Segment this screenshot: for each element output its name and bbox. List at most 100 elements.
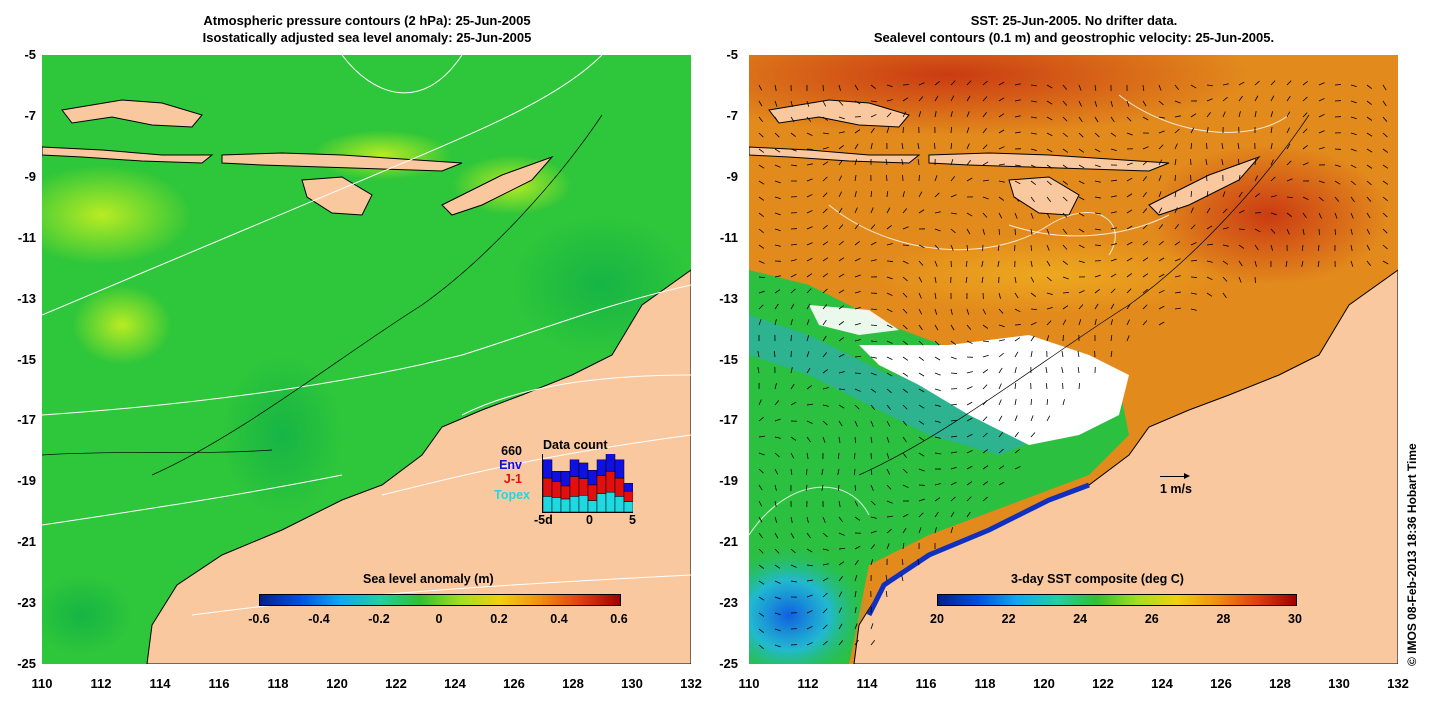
data-count-xtick-max: 5 [629, 513, 636, 527]
velocity-arrow [1094, 116, 1099, 123]
velocity-arrow [854, 575, 858, 582]
velocity-arrow [822, 100, 827, 107]
velocity-arrow [966, 308, 970, 315]
velocity-arrow [1318, 130, 1325, 134]
velocity-arrow [886, 99, 893, 102]
velocity-arrow [902, 276, 908, 282]
velocity-arrow [1142, 100, 1147, 107]
velocity-arrow [806, 335, 810, 342]
velocity-arrow [886, 190, 889, 198]
velocity-arrow [1206, 112, 1211, 118]
velocity-arrow [806, 273, 813, 278]
velocity-arrow [1190, 276, 1198, 278]
velocity-arrow [1030, 351, 1033, 358]
velocity-arrow [806, 163, 813, 166]
legend-env: Env [499, 458, 522, 472]
velocity-arrow [1174, 100, 1181, 104]
sst-colorbar [937, 594, 1297, 606]
sst-colorbar-tick: 30 [1288, 612, 1302, 626]
velocity-arrow [1366, 228, 1371, 235]
velocity-arrow [1222, 227, 1229, 230]
x-tick-right: 110 [738, 676, 760, 691]
x-tick-left: 130 [621, 676, 643, 691]
velocity-arrow [1078, 304, 1084, 310]
velocity-arrow [918, 340, 924, 346]
velocity-arrow [885, 575, 888, 582]
velocity-arrow [886, 468, 890, 475]
velocity-arrow [950, 126, 952, 134]
velocity-arrow [1014, 351, 1019, 358]
velocity-arrow [790, 164, 797, 167]
velocity-arrow [1190, 224, 1196, 230]
velocity-arrow [901, 159, 904, 166]
velocity-arrow [934, 260, 938, 267]
velocity-arrow [774, 148, 781, 153]
x-tick-right: 120 [1033, 676, 1055, 691]
data-count-bar-env [623, 483, 634, 492]
velocity-arrow [998, 146, 1005, 150]
velocity-arrow [886, 500, 893, 504]
sst-colorbar-tick: 24 [1073, 612, 1088, 626]
velocity-arrow [997, 244, 1000, 252]
velocity-arrow [966, 433, 973, 438]
velocity-arrow [838, 353, 845, 358]
velocity-arrow [1158, 116, 1165, 119]
velocity-arrow [885, 159, 888, 166]
velocity-arrow [854, 224, 860, 230]
velocity-arrow [981, 260, 984, 267]
velocity-arrow [965, 276, 968, 283]
velocity-arrow [950, 159, 954, 166]
velocity-arrow [966, 111, 970, 118]
velocity-arrow [1270, 244, 1274, 251]
velocity-arrow [1286, 143, 1291, 150]
velocity-arrow [886, 388, 892, 394]
velocity-arrow [1382, 260, 1389, 265]
velocity-arrow [1078, 164, 1085, 169]
velocity-arrow [854, 129, 861, 134]
x-tick-left: 116 [208, 676, 230, 691]
velocity-arrow [998, 367, 1003, 374]
velocity-arrow [1350, 164, 1357, 169]
velocity-arrow [854, 339, 861, 342]
velocity-arrow [1126, 288, 1132, 294]
velocity-arrow [918, 468, 925, 472]
velocity-arrow [854, 623, 858, 630]
velocity-arrow [1078, 382, 1080, 390]
velocity-arrow [934, 483, 941, 486]
velocity-arrow [758, 260, 765, 264]
velocity-arrow [902, 543, 905, 550]
velocity-arrow [902, 244, 910, 246]
velocity-arrow [774, 580, 781, 584]
sla-colorbar-tick: 0.2 [490, 612, 508, 626]
velocity-arrow [950, 176, 956, 182]
velocity-arrow [1318, 196, 1324, 202]
velocity-arrow [1317, 244, 1320, 252]
velocity-arrow [934, 244, 940, 250]
velocity-arrow [758, 212, 764, 218]
velocity-arrow [774, 644, 781, 648]
velocity-arrow [758, 435, 765, 438]
velocity-arrow [1270, 176, 1276, 182]
velocity-arrow [1206, 191, 1209, 198]
velocity-arrow [1158, 84, 1162, 91]
velocity-arrow [1014, 292, 1019, 299]
velocity-arrow [966, 417, 973, 422]
velocity-arrow [1126, 193, 1133, 198]
velocity-arrow [1366, 244, 1371, 251]
velocity-arrow [1046, 335, 1050, 342]
velocity-arrow [1030, 432, 1036, 438]
x-tick-left: 110 [31, 676, 53, 691]
velocity-arrow [822, 116, 829, 121]
data-count-xtick-min: -5d [534, 513, 553, 527]
velocity-arrow [854, 607, 857, 614]
velocity-arrow [1382, 148, 1389, 153]
sst-colorbar-tick: 26 [1144, 612, 1159, 626]
velocity-arrow [1061, 351, 1064, 358]
velocity-arrow [870, 388, 877, 393]
velocity-arrow [934, 340, 940, 346]
velocity-arrow [806, 403, 813, 406]
velocity-arrow [774, 303, 779, 310]
velocity-arrow [1350, 212, 1354, 219]
velocity-arrow [1062, 276, 1069, 280]
sla-colorbar-tick: -0.6 [248, 612, 270, 626]
